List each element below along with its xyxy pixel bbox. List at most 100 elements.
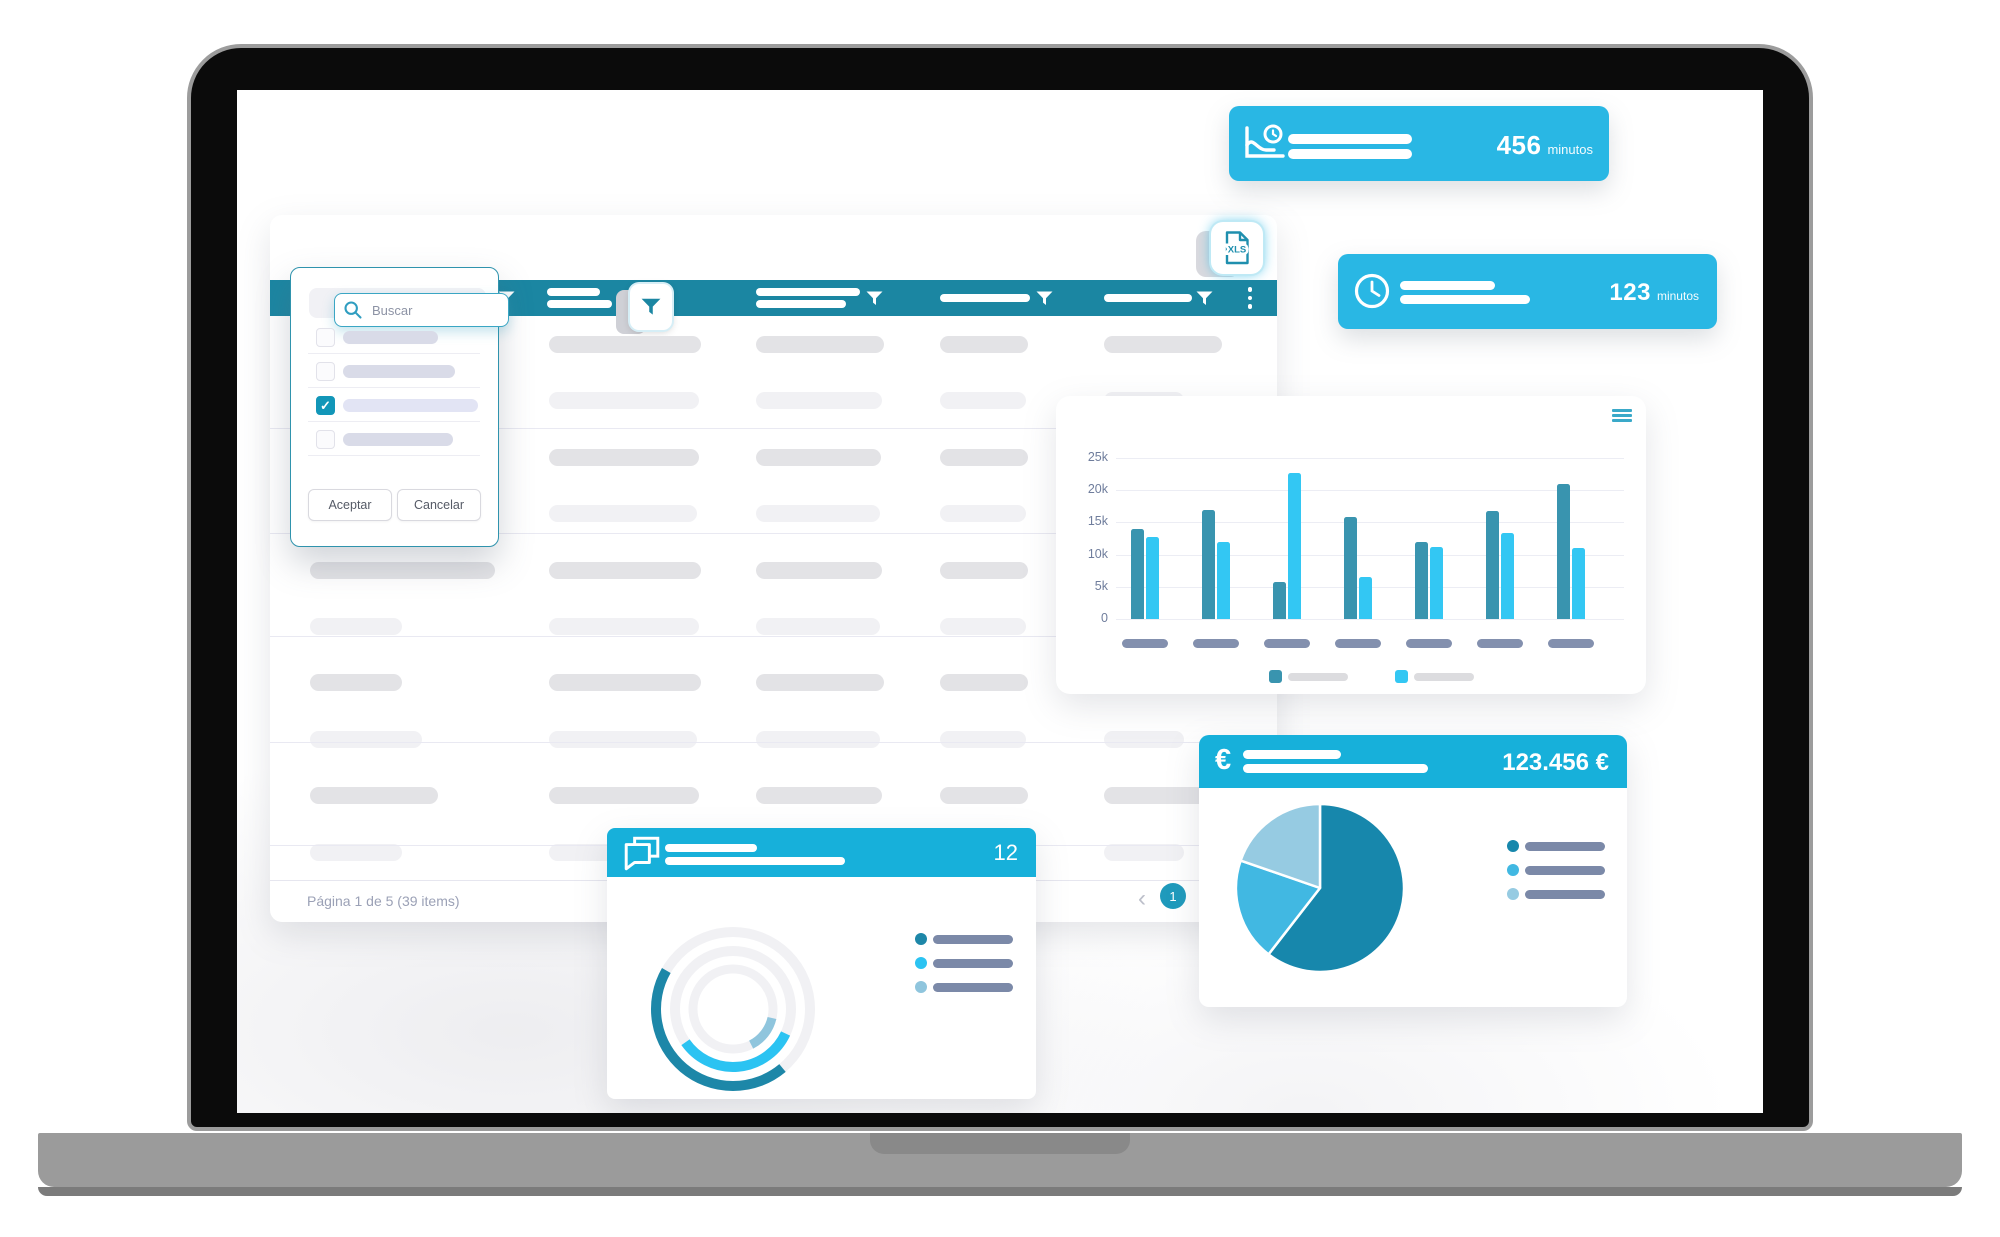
cell-placeholder: [549, 448, 699, 466]
option-label-placeholder: [343, 331, 438, 344]
activity-rings-chart: [651, 927, 815, 1091]
amount-card-header: € 123.456 €: [1199, 735, 1627, 788]
ring-arc: [748, 1016, 777, 1049]
column-header-placeholder: [756, 300, 846, 308]
search-input[interactable]: [370, 301, 494, 319]
cell-placeholder: [940, 787, 1028, 805]
ring-arc: [651, 968, 786, 1091]
filter-option[interactable]: [291, 360, 498, 394]
bar-series-dark: [1415, 541, 1428, 619]
bar-series-dark: [1557, 483, 1570, 619]
filter-option[interactable]: [291, 326, 498, 360]
table-row[interactable]: [270, 767, 1277, 823]
cell-placeholder: [549, 505, 697, 523]
legend-swatch: [1269, 670, 1282, 683]
line-chart-clock-icon: [1242, 123, 1286, 168]
search-box[interactable]: [334, 293, 509, 327]
stat-card-avg-minutes: 123 minutos: [1338, 254, 1717, 329]
option-label-placeholder: [343, 433, 453, 446]
amount-value: 123.456 €: [1502, 749, 1609, 776]
placeholder-line: [1400, 281, 1495, 290]
filter-option[interactable]: [291, 428, 498, 462]
amount-pie-card: € 123.456 €: [1199, 735, 1627, 1007]
table-row[interactable]: [270, 711, 1277, 767]
bar-chart-card: 25k 20k 15k 10k 5k 0: [1056, 396, 1646, 694]
legend-dot: [915, 933, 927, 945]
option-label-placeholder: [343, 399, 478, 412]
stat-value: 123: [1609, 279, 1651, 306]
ring-track: [688, 964, 778, 1054]
placeholder-line: [665, 857, 845, 865]
cell-placeholder: [756, 448, 881, 466]
cell-placeholder: [310, 674, 402, 692]
gridline: [1116, 522, 1624, 523]
gridline: [1116, 555, 1624, 556]
stat-unit: minutos: [1656, 289, 1699, 303]
funnel-icon[interactable]: [1196, 291, 1213, 311]
cell-placeholder: [549, 787, 699, 805]
pagination-prev-icon[interactable]: ‹: [1138, 885, 1146, 912]
y-axis-tick: 15k: [1087, 514, 1108, 528]
cancel-button[interactable]: Cancelar: [397, 489, 481, 521]
placeholder-line: [1243, 750, 1341, 759]
column-header-placeholder: [1104, 294, 1192, 302]
option-divider: [308, 421, 480, 422]
placeholder-line: [1243, 764, 1428, 773]
gridline: [1116, 458, 1624, 459]
funnel-icon[interactable]: [1036, 291, 1053, 311]
x-axis-label-placeholder: [1406, 639, 1452, 648]
kebab-menu-icon[interactable]: [1245, 280, 1255, 316]
accept-button[interactable]: Aceptar: [308, 489, 392, 521]
option-label-placeholder: [343, 365, 455, 378]
filter-option[interactable]: ✓: [291, 394, 498, 428]
cell-placeholder: [549, 392, 699, 410]
laptop-frame: 456 minutos 123 minutos: [187, 44, 1813, 1131]
pie-chart: [1234, 802, 1406, 974]
cell-placeholder: [756, 505, 880, 523]
placeholder-line: [1288, 134, 1412, 144]
column-header-placeholder: [756, 288, 860, 296]
checkbox-unchecked[interactable]: [316, 362, 335, 381]
stat-value-group: 456 minutos: [1497, 130, 1593, 161]
x-axis-label-placeholder: [1548, 639, 1594, 648]
stat-value-group: 123 minutos: [1609, 279, 1699, 307]
pie-slice: [1267, 802, 1406, 974]
row-divider: [270, 533, 1277, 534]
x-axis-label-placeholder: [1122, 639, 1168, 648]
checkbox-unchecked[interactable]: [316, 328, 335, 347]
pagination-page-1[interactable]: 1: [1160, 883, 1186, 909]
cell-placeholder: [940, 730, 1026, 748]
legend-label-placeholder: [1288, 673, 1348, 681]
column-header-placeholder: [547, 300, 612, 308]
x-axis-label-placeholder: [1264, 639, 1310, 648]
cell-placeholder: [756, 561, 882, 579]
messages-rings-card: 12: [607, 828, 1036, 1099]
cell-placeholder: [1104, 336, 1222, 353]
chat-bubbles-icon: [622, 835, 662, 876]
table-row[interactable]: [270, 598, 1277, 654]
legend-dot: [915, 981, 927, 993]
row-divider: [270, 428, 1277, 429]
cell-placeholder: [549, 336, 701, 353]
legend-dot: [915, 957, 927, 969]
export-xls-button[interactable]: XLS: [1211, 222, 1263, 274]
pie-slice: [1239, 802, 1322, 890]
checkbox-unchecked[interactable]: [316, 430, 335, 449]
stat-unit: minutos: [1547, 142, 1593, 157]
checkbox-checked[interactable]: ✓: [316, 396, 335, 415]
xls-file-icon: XLS: [1225, 231, 1249, 265]
clock-icon: [1352, 271, 1392, 316]
bar-series-cyan: [1288, 472, 1301, 619]
y-axis-tick: 10k: [1087, 547, 1108, 561]
cell-placeholder: [549, 674, 701, 692]
funnel-icon[interactable]: [866, 291, 883, 311]
cell-placeholder: [756, 787, 882, 805]
y-axis-tick: 25k: [1087, 450, 1108, 464]
placeholder-line: [1288, 149, 1412, 159]
column-filter-popup: ✓ Aceptar Cancelar: [290, 267, 509, 547]
magnifier-icon: [344, 301, 362, 319]
cell-placeholder: [756, 618, 880, 635]
hamburger-icon[interactable]: [1612, 409, 1632, 422]
active-filter-button[interactable]: [630, 284, 672, 330]
option-divider: [308, 387, 480, 388]
